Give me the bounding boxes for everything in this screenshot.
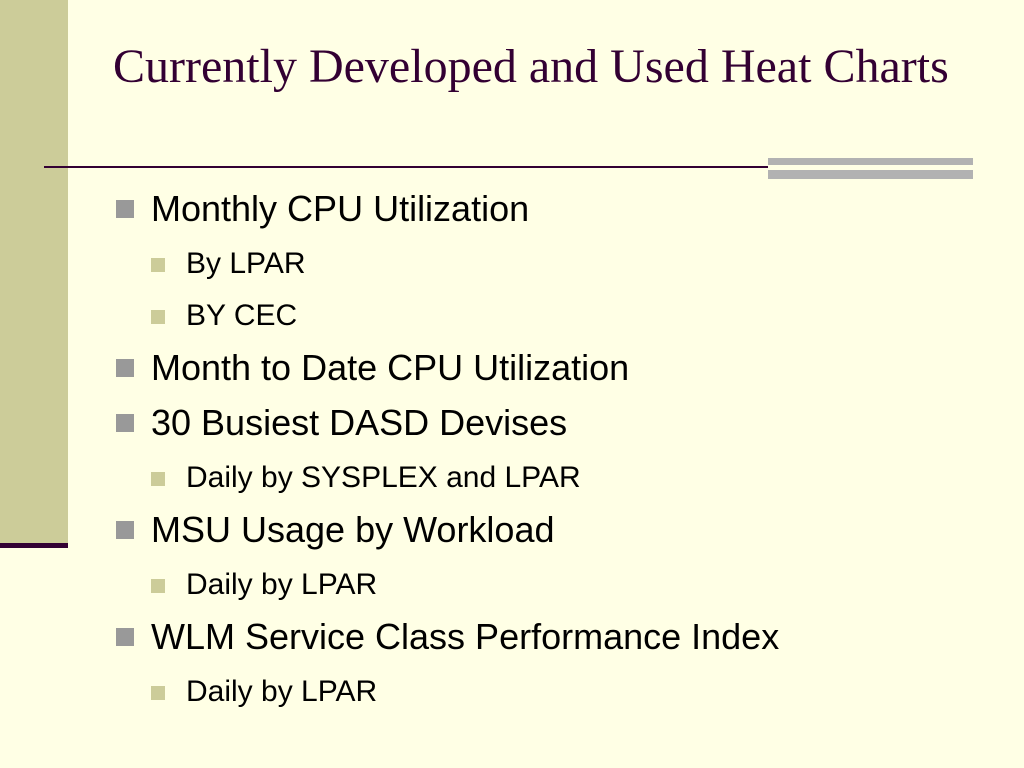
sub-bullet-list: Daily by LPAR (151, 674, 996, 710)
bullet-text: Month to Date CPU Utilization (151, 347, 630, 388)
accent-bar-bottom (768, 170, 973, 179)
sub-bullet-item: Daily by SYSPLEX and LPAR (151, 460, 996, 496)
sub-bullet-text: Daily by SYSPLEX and LPAR (186, 461, 581, 494)
square-sub-bullet-icon (151, 472, 165, 486)
sub-bullet-list: By LPAR BY CEC (151, 246, 996, 334)
sub-bullet-list: Daily by SYSPLEX and LPAR (151, 460, 996, 496)
left-decorative-band (0, 0, 68, 544)
accent-bar-top (768, 158, 973, 165)
sub-bullet-item: Daily by LPAR (151, 674, 996, 710)
square-bullet-icon (116, 628, 134, 646)
bullet-text: WLM Service Class Performance Index (151, 616, 780, 657)
sub-bullet-text: By LPAR (186, 247, 306, 280)
sub-bullet-item: By LPAR (151, 246, 996, 282)
bullet-item: Monthly CPU Utilization By LPAR BY CEC (116, 188, 996, 334)
square-sub-bullet-icon (151, 310, 165, 324)
sub-bullet-text: BY CEC (186, 299, 298, 332)
bullet-item: 30 Busiest DASD Devises Daily by SYSPLEX… (116, 402, 996, 496)
sub-bullet-list: Daily by LPAR (151, 567, 996, 603)
bullet-item: Month to Date CPU Utilization (116, 347, 996, 389)
bullet-list: Monthly CPU Utilization By LPAR BY CEC M… (116, 188, 996, 710)
square-bullet-icon (116, 200, 134, 218)
square-sub-bullet-icon (151, 686, 165, 700)
square-sub-bullet-icon (151, 579, 165, 593)
bullet-text: MSU Usage by Workload (151, 509, 555, 550)
square-bullet-icon (116, 359, 134, 377)
bullet-text: Monthly CPU Utilization (151, 188, 530, 229)
left-band-accent-line (0, 543, 68, 548)
slide-title: Currently Developed and Used Heat Charts (113, 40, 949, 93)
sub-bullet-item: Daily by LPAR (151, 567, 996, 603)
square-sub-bullet-icon (151, 258, 165, 272)
sub-bullet-text: Daily by LPAR (186, 568, 378, 601)
square-bullet-icon (116, 521, 134, 539)
sub-bullet-item: BY CEC (151, 298, 996, 334)
bullet-item: MSU Usage by Workload Daily by LPAR (116, 509, 996, 603)
bullet-item: WLM Service Class Performance Index Dail… (116, 616, 996, 710)
sub-bullet-text: Daily by LPAR (186, 675, 378, 708)
square-bullet-icon (116, 414, 134, 432)
title-divider (44, 166, 768, 168)
bullet-text: 30 Busiest DASD Devises (151, 402, 568, 443)
